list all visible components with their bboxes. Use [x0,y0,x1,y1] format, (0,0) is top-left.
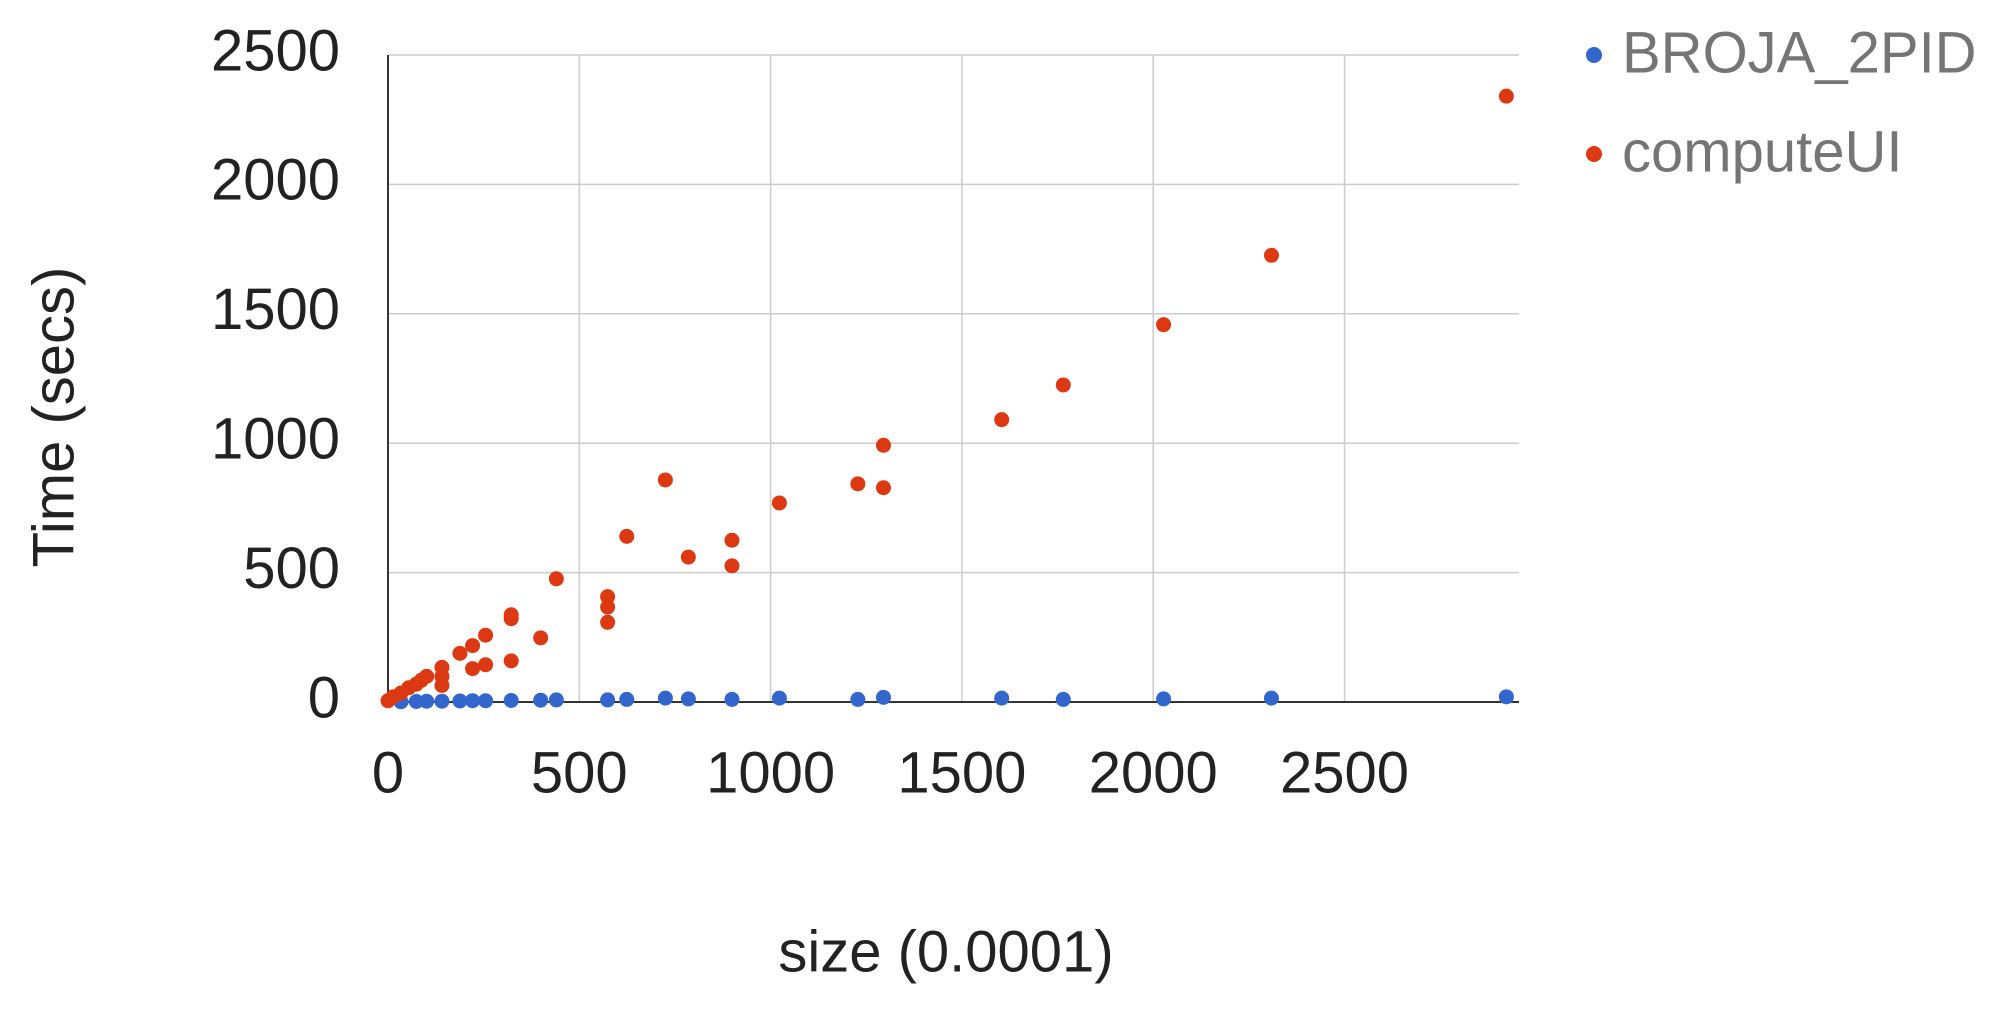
point [771,690,787,706]
y-tick-label: 1500 [211,277,340,342]
point [380,693,396,709]
point [619,528,635,544]
point [600,614,616,630]
point [875,437,891,453]
x-tick-label: 500 [531,740,628,805]
point [994,690,1010,706]
point [503,611,519,627]
point [434,693,450,709]
point [994,412,1010,428]
point [1055,691,1071,707]
point [533,630,549,646]
x-tick-label: 0 [372,740,404,805]
point [548,692,564,708]
point [548,571,564,587]
y-tick-label: 500 [243,536,340,601]
point [724,558,740,574]
point [724,691,740,707]
y-tick-label: 1000 [211,407,340,472]
y-tick-label: 2000 [211,148,340,213]
point [619,691,635,707]
point [1263,247,1279,263]
point [533,692,549,708]
point [478,627,494,643]
point [680,691,696,707]
point [1498,88,1514,104]
point [408,693,424,709]
point [600,589,616,605]
x-tick-label: 1000 [706,740,835,805]
x-axis-title: size (0.0001) [778,919,1113,984]
point [503,692,519,708]
point [680,549,696,565]
legend-marker [1586,146,1602,162]
point [1498,689,1514,705]
legend-label: BROJA_2PID [1622,20,1977,85]
point [465,638,481,654]
point [657,690,673,706]
x-tick-label: 1500 [897,740,1026,805]
y-axis-title: Time (secs) [21,267,86,568]
point [465,661,481,677]
point [452,693,468,709]
legend-label: computeUI [1622,119,1902,184]
point [1055,377,1071,393]
point [771,495,787,511]
point [657,472,673,488]
point [600,599,616,615]
point [478,693,494,709]
y-tick-label: 0 [308,665,340,730]
legend-marker [1586,47,1602,63]
x-tick-label: 2500 [1280,740,1409,805]
point [724,532,740,548]
point [434,677,450,693]
point [850,476,866,492]
point [465,693,481,709]
point [1156,317,1172,333]
point [1263,690,1279,706]
point [850,691,866,707]
x-tick-label: 2000 [1089,740,1218,805]
point [503,653,519,669]
y-tick-label: 2500 [211,18,340,83]
point [600,692,616,708]
point [452,645,468,661]
point [478,657,494,673]
point [875,480,891,496]
point [875,689,891,705]
point [1156,691,1172,707]
